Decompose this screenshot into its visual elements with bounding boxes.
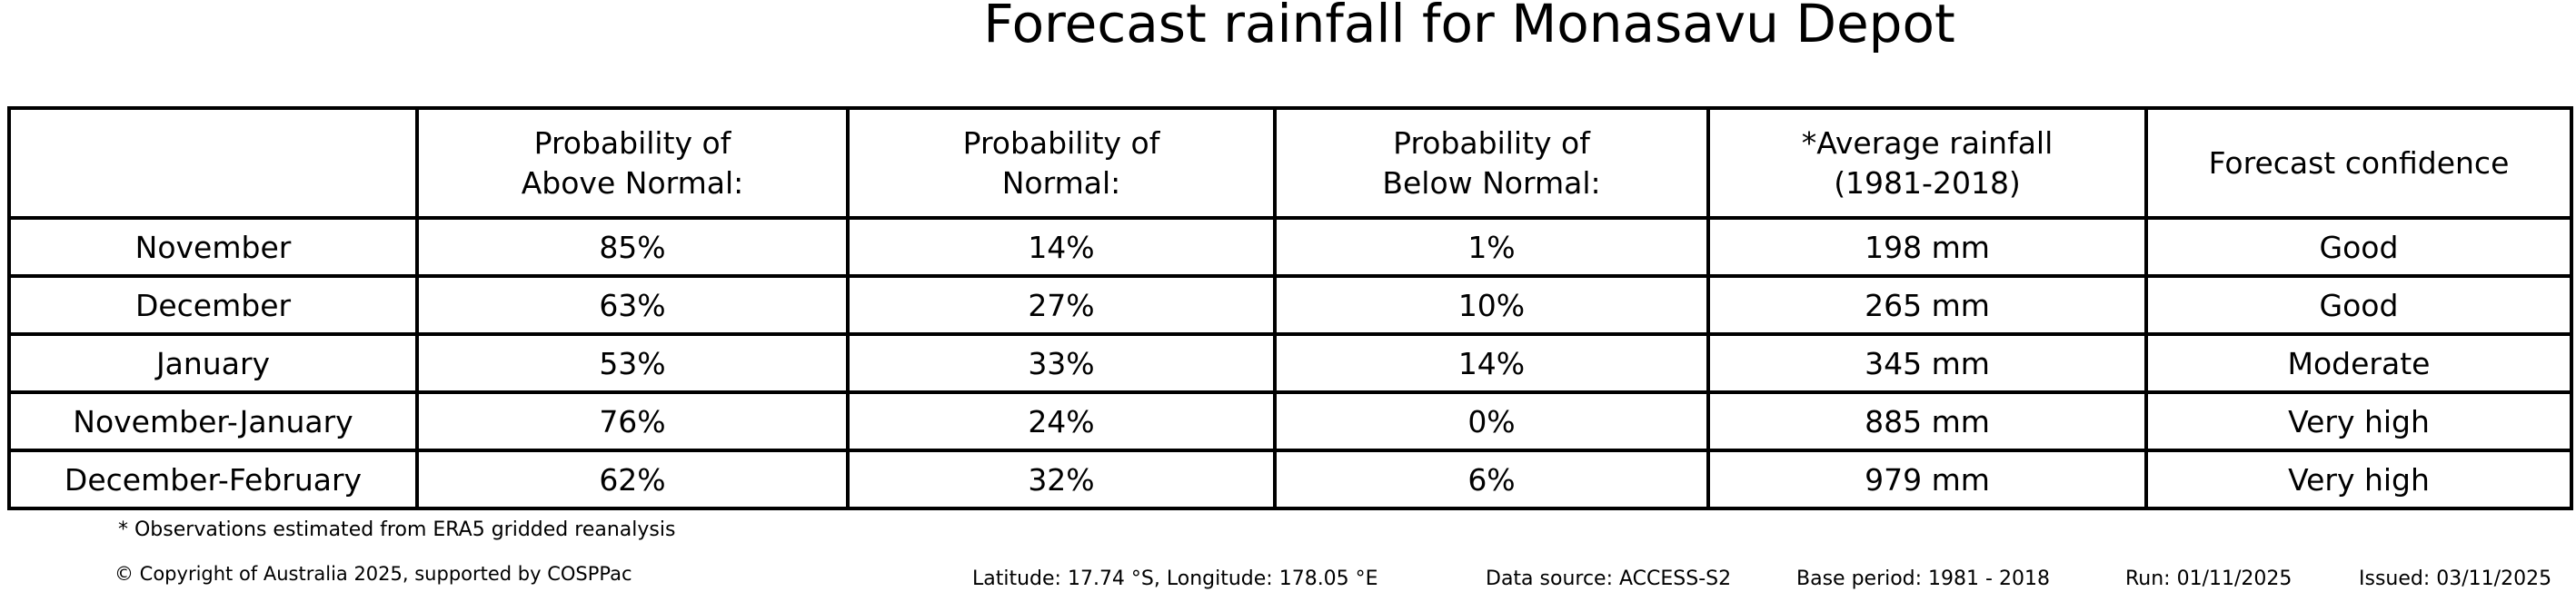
column-header-forecast-confidence: Forecast confidence	[2144, 106, 2573, 220]
table-row: November 85% 14% 1% 198 mm Good	[7, 216, 2573, 278]
cell-normal: 32%	[846, 449, 1277, 510]
cell-below-normal: 10%	[1273, 274, 1710, 336]
cell-normal: 27%	[846, 274, 1277, 336]
table-corner-spacer	[7, 106, 419, 220]
row-label: November	[7, 216, 419, 278]
cell-below-normal: 0%	[1273, 390, 1710, 452]
cell-forecast-confidence: Moderate	[2144, 332, 2573, 394]
chart-title: Forecast rainfall for Monasavu Depot	[983, 0, 1955, 54]
cell-below-normal: 1%	[1273, 216, 1710, 278]
row-label: December-February	[7, 449, 419, 510]
cell-above-normal: 53%	[415, 332, 850, 394]
forecast-table: Probability of Above Normal: Probability…	[7, 106, 2573, 510]
cell-forecast-confidence: Good	[2144, 274, 2573, 336]
cell-forecast-confidence: Very high	[2144, 449, 2573, 510]
cell-above-normal: 85%	[415, 216, 850, 278]
table-row: December 63% 27% 10% 265 mm Good	[7, 274, 2573, 336]
footer-run-date: Run: 01/11/2025	[2125, 567, 2293, 590]
table-row: November-January 76% 24% 0% 885 mm Very …	[7, 390, 2573, 452]
cell-forecast-confidence: Very high	[2144, 390, 2573, 452]
observation-footnote: * Observations estimated from ERA5 gridd…	[118, 518, 676, 541]
footer-data-source: Data source: ACCESS-S2	[1486, 567, 1732, 590]
table-row: December-February 62% 32% 6% 979 mm Very…	[7, 449, 2573, 510]
cell-average-rainfall: 345 mm	[1706, 332, 2148, 394]
cell-below-normal: 6%	[1273, 449, 1710, 510]
cell-average-rainfall: 885 mm	[1706, 390, 2148, 452]
cell-average-rainfall: 979 mm	[1706, 449, 2148, 510]
cell-forecast-confidence: Good	[2144, 216, 2573, 278]
row-label: December	[7, 274, 419, 336]
row-label: November-January	[7, 390, 419, 452]
column-header-average-rainfall: *Average rainfall (1981-2018)	[1706, 106, 2148, 220]
footer-issued-date: Issued: 03/11/2025	[2359, 567, 2552, 590]
cell-above-normal: 63%	[415, 274, 850, 336]
cell-normal: 24%	[846, 390, 1277, 452]
cell-above-normal: 76%	[415, 390, 850, 452]
cell-average-rainfall: 265 mm	[1706, 274, 2148, 336]
cell-average-rainfall: 198 mm	[1706, 216, 2148, 278]
footer-base-period: Base period: 1981 - 2018	[1796, 567, 2050, 590]
cell-below-normal: 14%	[1273, 332, 1710, 394]
cell-normal: 14%	[846, 216, 1277, 278]
column-header-below-normal: Probability of Below Normal:	[1273, 106, 1710, 220]
row-label: January	[7, 332, 419, 394]
cell-above-normal: 62%	[415, 449, 850, 510]
footer-location: Latitude: 17.74 °S, Longitude: 178.05 °E	[972, 567, 1378, 590]
table-row: January 53% 33% 14% 345 mm Moderate	[7, 332, 2573, 394]
header-row: Probability of Above Normal: Probability…	[7, 106, 2573, 220]
column-header-above-normal: Probability of Above Normal:	[415, 106, 850, 220]
cell-normal: 33%	[846, 332, 1277, 394]
column-header-normal: Probability of Normal:	[846, 106, 1277, 220]
copyright-text: © Copyright of Australia 2025, supported…	[114, 563, 632, 585]
